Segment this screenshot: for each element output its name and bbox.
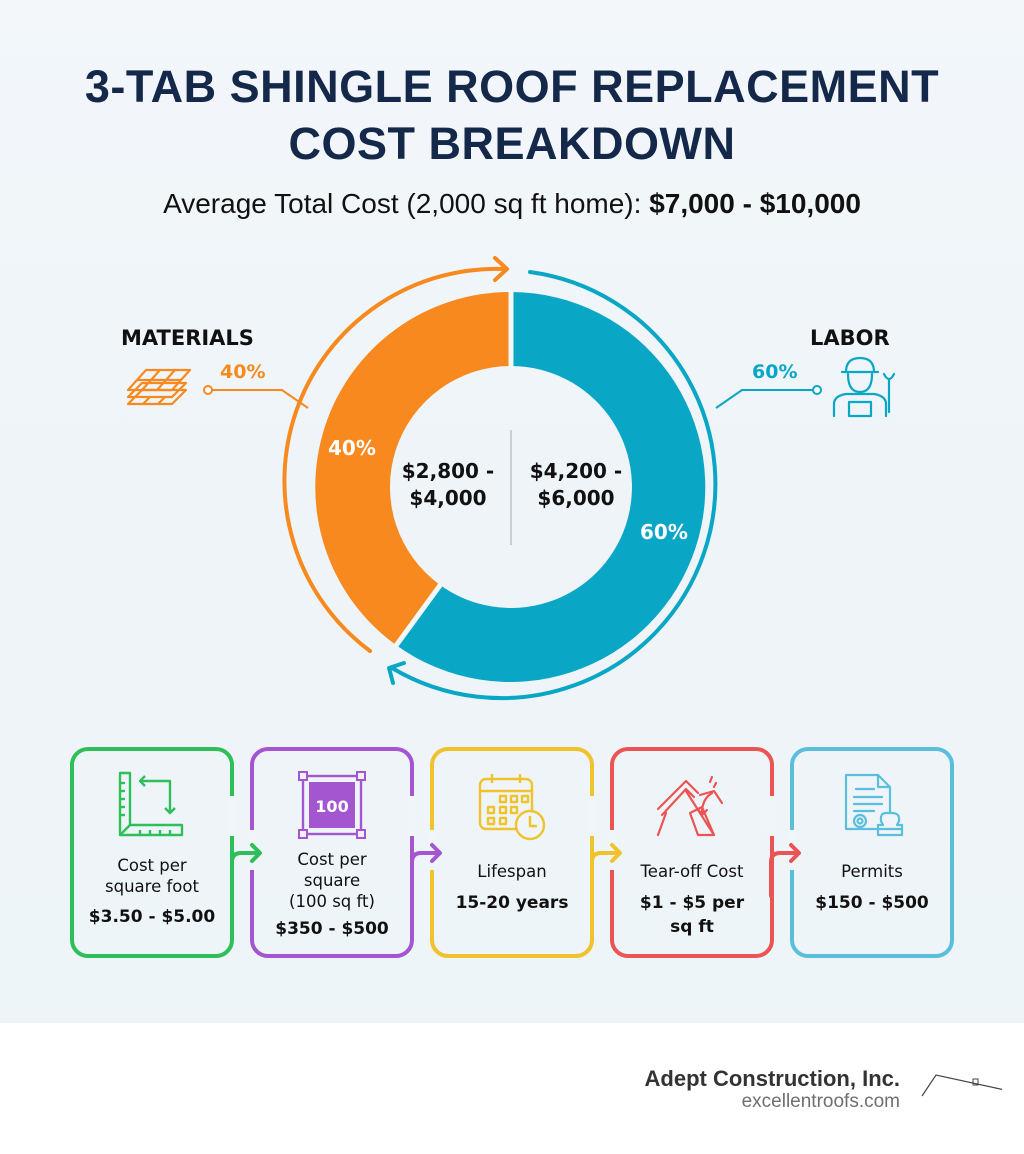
roofline-logo-icon — [921, 1074, 1002, 1097]
materials-cost-range: $2,800 - $4,000 — [401, 459, 495, 510]
card-label: Permits — [841, 862, 903, 881]
card-value: $3.50 - $5.00 — [88, 907, 216, 927]
card-lifespan: Lifespan 15-20 years — [430, 747, 594, 958]
labor-slice-percent: 60% — [640, 520, 688, 544]
card-value: $1 - $5 per sq ft — [639, 893, 745, 937]
materials-slice — [315, 291, 511, 645]
ruler-square-icon — [118, 771, 184, 837]
subtitle-total-cost: $7,000 - $10,000 — [649, 188, 861, 219]
card-value: $350 - $500 — [275, 919, 389, 939]
subtitle-label: Average Total Cost (2,000 sq ft home): — [163, 188, 650, 219]
permit-stamp-icon — [844, 773, 904, 837]
title-line-1: 3-TAB SHINGLE ROOF REPLACEMENT — [84, 61, 940, 112]
infographic: 3-TAB SHINGLE ROOF REPLACEMENT COST BREA… — [0, 0, 1024, 1023]
card-permits: Permits $150 - $500 — [790, 747, 954, 958]
materials-title: MATERIALS — [121, 326, 254, 350]
card-value: $150 - $500 — [815, 893, 929, 913]
square-100-icon: 100 — [298, 771, 366, 839]
labor-title: LABOR — [810, 326, 890, 350]
company-website[interactable]: excellentroofs.com — [741, 1091, 900, 1112]
donut-chart — [126, 256, 896, 701]
svg-text:100: 100 — [315, 797, 348, 816]
shingles-icon — [126, 368, 192, 406]
title-line-2: COST BREAKDOWN — [288, 118, 736, 169]
labor-outer-arc — [390, 270, 718, 701]
card-label: Tear-off Cost — [640, 862, 744, 881]
labor-leader-line — [715, 389, 813, 409]
labor-percent: 60% — [752, 361, 798, 383]
subtitle: Average Total Cost (2,000 sq ft home): $… — [0, 188, 1024, 220]
materials-leader-line — [212, 389, 309, 409]
card-label: Cost per square foot — [105, 856, 199, 896]
materials-outer-arc — [282, 266, 507, 653]
calendar-clock-icon — [478, 774, 546, 841]
labor-cost-range: $4,200 - $6,000 — [529, 459, 623, 510]
roof-tearoff-icon — [656, 775, 724, 837]
card-tear-off-cost: Tear-off Cost $1 - $5 per sq ft — [610, 747, 774, 958]
card-label: Lifespan — [477, 862, 547, 881]
card-label: Cost per square (100 sq ft) — [289, 850, 375, 911]
company-name: Adept Construction, Inc. — [644, 1066, 900, 1091]
card-cost-per-square-foot: Cost per square foot $3.50 - $5.00 — [70, 747, 234, 958]
worker-icon — [832, 356, 896, 418]
labor-slice — [396, 292, 706, 682]
materials-percent: 40% — [220, 361, 266, 383]
card-cost-per-square: 100 Cost per square (100 sq ft) $350 - $… — [250, 747, 414, 958]
card-value: 15-20 years — [455, 893, 569, 913]
materials-slice-percent: 40% — [328, 436, 376, 460]
page-title: 3-TAB SHINGLE ROOF REPLACEMENT COST BREA… — [0, 58, 1024, 172]
